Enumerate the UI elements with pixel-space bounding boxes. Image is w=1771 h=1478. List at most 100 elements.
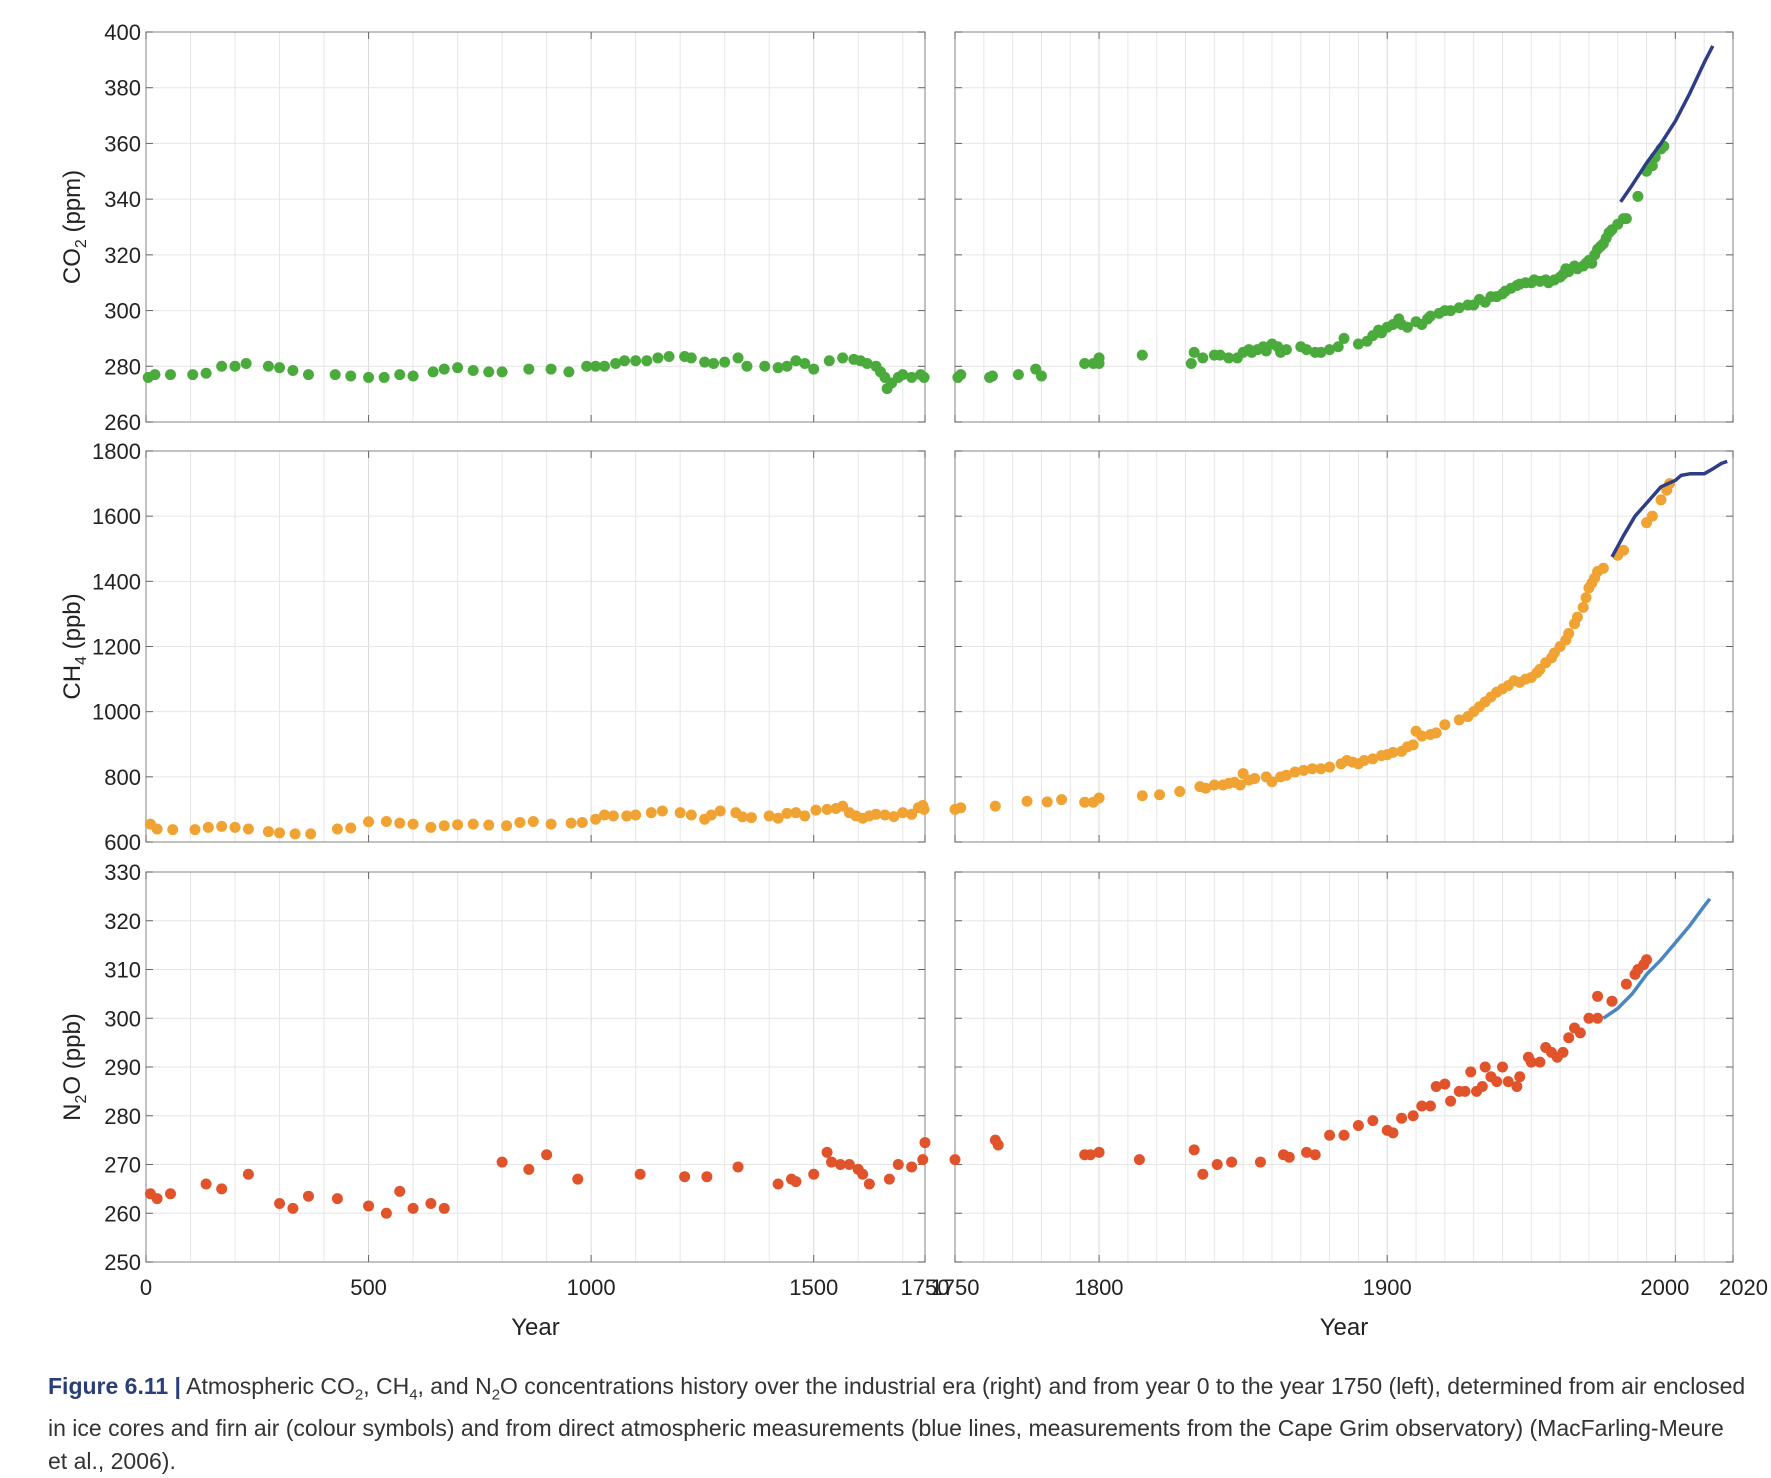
data-point: [863, 1178, 875, 1190]
data-point: [1534, 1056, 1546, 1068]
y-tick-label: 270: [104, 1153, 141, 1178]
data-point: [1387, 1127, 1399, 1139]
data-point: [1358, 755, 1370, 767]
y-tick-label: 1000: [92, 700, 141, 725]
data-point: [425, 821, 437, 833]
y-tick-label: 600: [104, 830, 141, 855]
caption-subscript: 4: [409, 1386, 418, 1404]
data-point: [229, 360, 241, 372]
data-point: [652, 352, 664, 364]
data-point: [1280, 344, 1292, 356]
data-point: [149, 369, 161, 381]
data-point: [1188, 1144, 1200, 1156]
data-point: [1185, 358, 1197, 369]
panel-frame: [145, 31, 926, 423]
data-point: [1352, 1120, 1364, 1131]
data-point: [1430, 727, 1442, 739]
data-point: [527, 815, 539, 827]
data-point: [1035, 370, 1047, 382]
data-point: [906, 1161, 918, 1173]
data-point: [641, 355, 653, 367]
x-tick-label: 2020: [1719, 1275, 1768, 1300]
data-point: [425, 1198, 437, 1209]
data-point: [1525, 1056, 1537, 1068]
data-point: [407, 370, 419, 382]
data-point: [808, 1168, 820, 1180]
data-point: [305, 828, 317, 840]
data-point: [1430, 1081, 1442, 1092]
data-point: [590, 813, 602, 825]
data-point: [1324, 1129, 1336, 1141]
data-point: [496, 1156, 508, 1168]
data-point: [843, 1159, 855, 1170]
data-point: [857, 1168, 869, 1180]
data-point: [823, 355, 835, 367]
data-point: [164, 1188, 176, 1200]
data-point: [1453, 714, 1465, 726]
data-point: [1416, 730, 1428, 742]
data-point: [407, 818, 419, 830]
data-point: [1298, 764, 1310, 776]
data-point: [837, 352, 849, 364]
data-point: [1439, 719, 1451, 731]
data-point: [888, 811, 900, 823]
data-point: [917, 1154, 929, 1166]
data-point: [834, 1159, 846, 1170]
data-point: [1453, 302, 1465, 314]
data-point: [164, 369, 176, 381]
data-point: [1387, 746, 1399, 758]
y-axis-label: CO2 (ppm): [59, 170, 90, 284]
y-axis-label: N2O (ppb): [59, 1013, 90, 1121]
y-tick-label: 1600: [92, 504, 141, 529]
data-point: [1571, 611, 1583, 623]
data-point: [1352, 338, 1364, 350]
data-point: [918, 803, 930, 815]
data-point: [1620, 978, 1632, 990]
data-point: [1606, 995, 1618, 1007]
data-point: [992, 1139, 1004, 1151]
data-point: [1416, 1100, 1428, 1112]
data-point: [216, 820, 228, 832]
data-point: [545, 818, 557, 830]
y-axis-label-subscript: 2: [73, 239, 90, 248]
data-point: [287, 1202, 299, 1214]
data-point: [732, 352, 744, 364]
data-point: [1200, 782, 1212, 794]
data-point: [1424, 1100, 1436, 1112]
data-point: [545, 363, 557, 375]
data-point: [523, 363, 535, 375]
data-point: [242, 823, 254, 835]
data-point: [1208, 779, 1220, 791]
data-point: [576, 816, 588, 828]
data-point: [1396, 1112, 1408, 1124]
data-point: [759, 360, 771, 372]
data-point: [1583, 1012, 1595, 1024]
data-point: [1226, 1156, 1238, 1168]
data-point: [1445, 1095, 1457, 1107]
data-point: [1093, 1146, 1105, 1158]
data-point: [763, 810, 775, 822]
y-axis-label-text: N: [59, 1103, 86, 1120]
data-point: [363, 371, 375, 383]
data-point: [1211, 1159, 1223, 1170]
data-point: [1407, 1110, 1419, 1122]
y-tick-label: 320: [104, 243, 141, 268]
data-point: [1465, 1066, 1477, 1078]
data-point: [679, 1171, 691, 1183]
data-point: [705, 809, 717, 821]
data-point: [380, 815, 392, 827]
data-point: [1574, 1027, 1586, 1039]
data-point: [274, 362, 286, 374]
data-point: [1306, 763, 1318, 775]
data-point: [1586, 257, 1598, 269]
data-point: [1563, 1032, 1575, 1044]
data-point: [151, 1193, 163, 1205]
y-tick-label: 280: [104, 1104, 141, 1129]
data-point: [1580, 592, 1592, 604]
y-tick-label: 250: [104, 1250, 141, 1275]
data-point: [1646, 510, 1658, 522]
y-axis-label-text: (ppb): [59, 593, 86, 656]
data-point: [1502, 1076, 1514, 1088]
data-point: [630, 355, 642, 367]
